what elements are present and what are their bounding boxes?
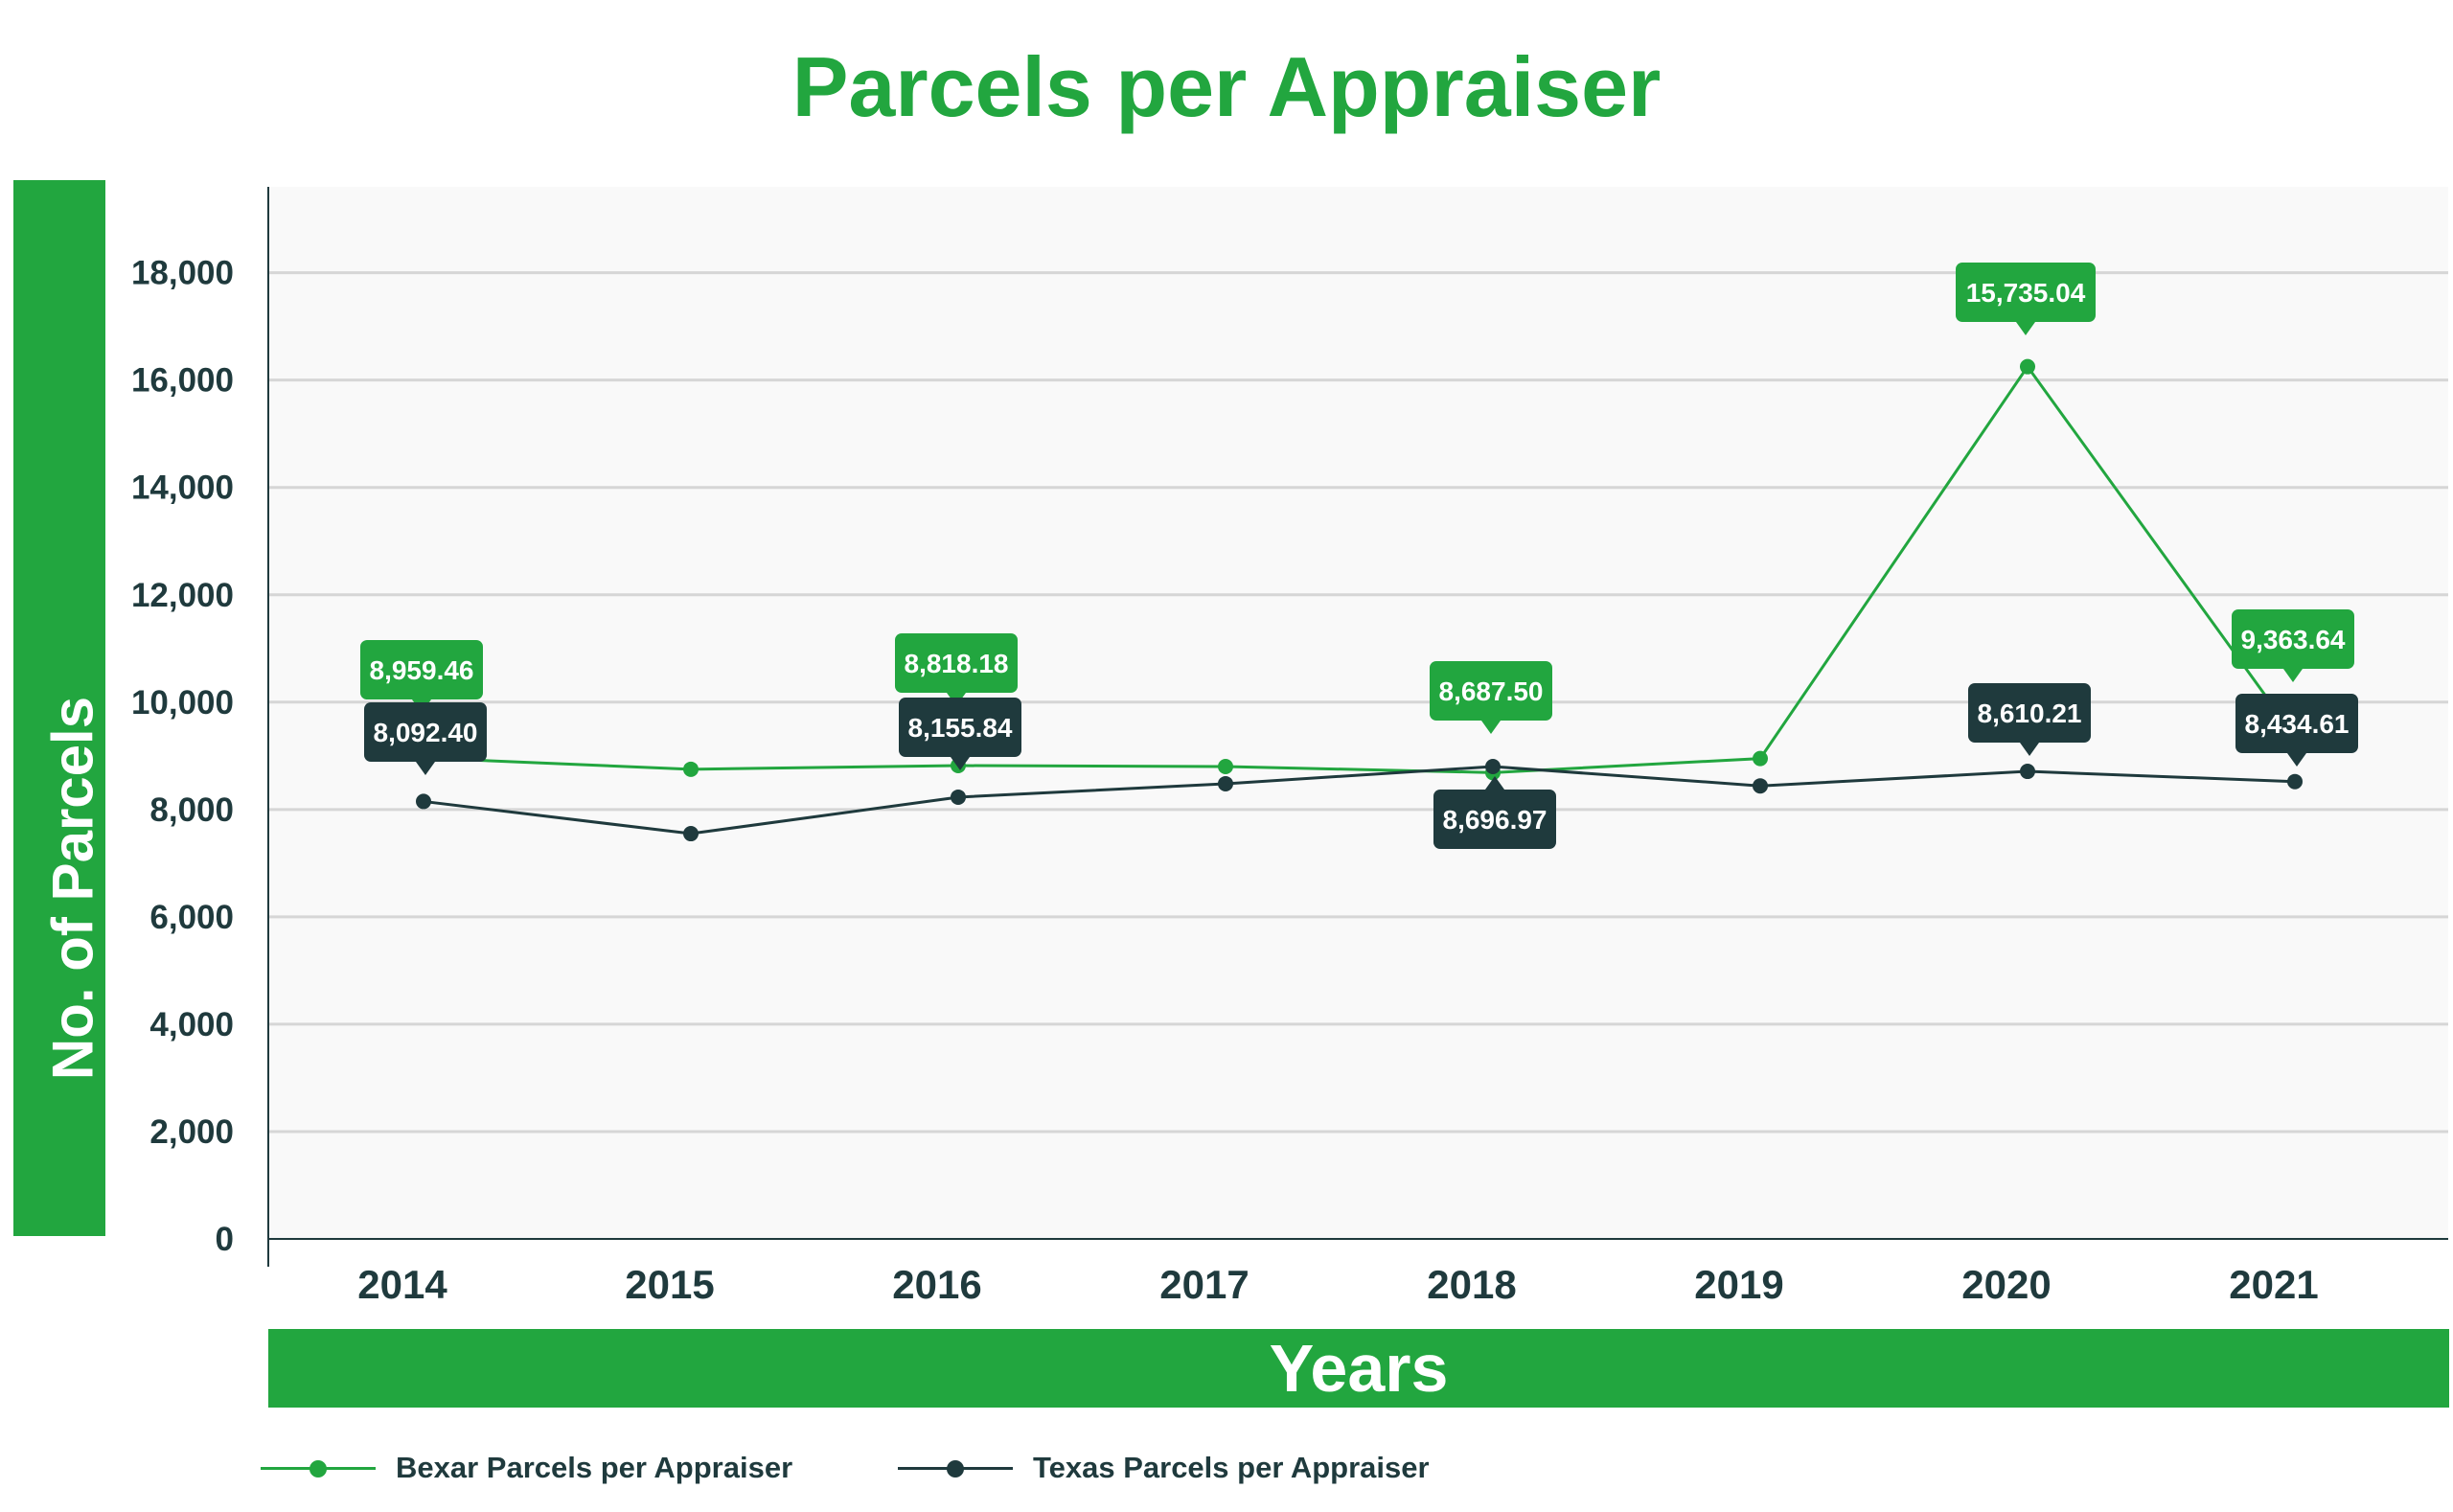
- x-tick-label: 2018: [1427, 1262, 1516, 1307]
- y-axis-banner: No. of Parcels: [13, 180, 105, 1236]
- data-label: 8,696.97: [1433, 776, 1556, 849]
- series-line-0: [423, 364, 2297, 774]
- data-label-text: 8,434.61: [2245, 709, 2350, 739]
- data-point: [683, 761, 699, 777]
- y-tick-label: 10,000: [131, 684, 234, 722]
- legend-marker-texas: [947, 1460, 964, 1478]
- data-point: [416, 793, 431, 810]
- data-label-text: 8,818.18: [905, 649, 1009, 678]
- data-label-box: [1433, 790, 1556, 849]
- data-label-pointer: [416, 762, 435, 775]
- data-label-text: 8,687.50: [1439, 676, 1544, 706]
- data-label-pointer: [2283, 669, 2303, 682]
- data-label-text: 8,696.97: [1443, 805, 1547, 835]
- data-point: [2020, 358, 2035, 375]
- data-label-text: 15,735.04: [1966, 278, 2086, 308]
- y-tick-label: 6,000: [149, 899, 234, 936]
- data-label-pointer: [2020, 743, 2039, 756]
- legend-label-bexar: Bexar Parcels per Appraiser: [396, 1451, 793, 1484]
- data-label-pointer: [1485, 776, 1504, 790]
- data-point: [1218, 759, 1233, 775]
- y-tick-label: 14,000: [131, 470, 234, 507]
- data-label-box: [899, 698, 1021, 757]
- data-point: [1753, 778, 1768, 794]
- data-label: 8,155.84: [899, 698, 1021, 770]
- data-label-box: [1430, 661, 1552, 721]
- x-axis-banner: Years: [268, 1329, 2449, 1408]
- series-line-1: [423, 765, 2296, 836]
- x-tick-label: 2014: [357, 1262, 447, 1307]
- data-label-text: 8,155.84: [908, 713, 1013, 743]
- data-point: [951, 789, 966, 805]
- x-tick-label: 2020: [1961, 1262, 2051, 1307]
- x-tick-label: 2017: [1159, 1262, 1249, 1307]
- x-tick-label: 2015: [625, 1262, 714, 1307]
- data-label-text: 8,959.46: [370, 655, 474, 685]
- data-label-box: [2235, 694, 2358, 753]
- data-label-box: [1968, 683, 2091, 743]
- legend-marker-bexar: [309, 1460, 327, 1478]
- data-label: 15,735.04: [1956, 263, 2096, 335]
- data-point: [2020, 764, 2035, 780]
- data-point: [1218, 775, 1233, 791]
- x-tick-label: 2019: [1694, 1262, 1783, 1307]
- data-label-text: 8,092.40: [374, 718, 478, 747]
- data-label: 9,363.64: [2232, 609, 2354, 682]
- x-axis-label: Years: [1269, 1331, 1449, 1406]
- data-label: 8,092.40: [364, 702, 487, 775]
- y-tick-label: 4,000: [149, 1006, 234, 1043]
- data-label-box: [895, 633, 1018, 693]
- x-tick-label: 2021: [2229, 1262, 2318, 1307]
- legend-label-texas: Texas Parcels per Appraiser: [1033, 1451, 1430, 1484]
- data-label-text: 9,363.64: [2241, 625, 2346, 654]
- data-point: [2287, 773, 2303, 790]
- chart-title: Parcels per Appraiser: [791, 39, 1662, 134]
- data-label: 8,959.46: [360, 640, 483, 713]
- data-label-pointer: [2287, 753, 2306, 767]
- data-label: 8,818.18: [895, 633, 1018, 706]
- plot-background: [268, 187, 2448, 1239]
- y-tick-label: 18,000: [131, 255, 234, 292]
- data-label-box: [1956, 263, 2096, 322]
- y-tick-label: 12,000: [131, 577, 234, 614]
- y-tick-label: 16,000: [131, 362, 234, 400]
- data-label-pointer: [2016, 322, 2035, 335]
- data-label-box: [360, 640, 483, 699]
- x-tick-label: 2016: [892, 1262, 981, 1307]
- data-label-box: [2232, 609, 2354, 669]
- data-label-pointer: [1481, 721, 1501, 734]
- y-tick-label: 2,000: [149, 1113, 234, 1151]
- data-point: [1753, 750, 1768, 767]
- data-label: 8,687.50: [1430, 661, 1552, 734]
- data-label-text: 8,610.21: [1978, 699, 2082, 728]
- data-point: [683, 826, 699, 842]
- data-label: 8,610.21: [1968, 683, 2091, 756]
- data-label-box: [364, 702, 487, 762]
- data-label-pointer: [951, 757, 970, 770]
- data-point: [1485, 759, 1501, 775]
- y-tick-label: 8,000: [149, 791, 234, 829]
- y-tick-label: 0: [216, 1221, 234, 1258]
- data-label: 8,434.61: [2235, 694, 2358, 767]
